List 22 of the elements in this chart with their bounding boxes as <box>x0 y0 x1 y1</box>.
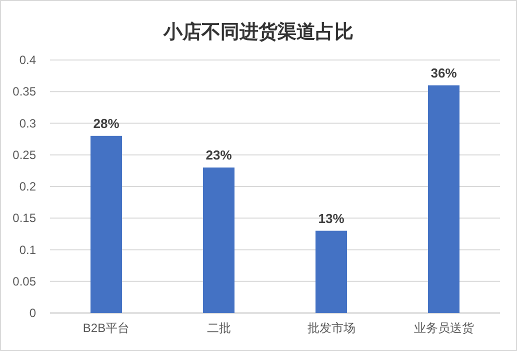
x-tick-label: B2B平台 <box>82 321 130 335</box>
bar <box>203 168 234 313</box>
y-tick-label: 0.1 <box>19 242 36 257</box>
y-tick-label: 0.05 <box>12 274 36 288</box>
chart-title: 小店不同进货渠道占比 <box>162 21 354 43</box>
bar <box>90 136 122 313</box>
y-tick-label: 0 <box>29 306 36 320</box>
y-tick-label: 0.15 <box>12 211 36 226</box>
data-label: 28% <box>93 116 120 131</box>
data-label: 23% <box>206 148 232 163</box>
y-tick-label: 0.4 <box>19 53 36 67</box>
y-tick-label: 0.3 <box>19 116 36 130</box>
x-tick-label: 二批 <box>206 321 231 335</box>
data-label: 13% <box>318 210 345 226</box>
y-tick-label: 0.25 <box>12 148 36 162</box>
bar <box>428 85 460 313</box>
x-tick-label: 批发市场 <box>307 321 356 335</box>
y-tick-label: 0.35 <box>12 84 36 99</box>
y-tick-label: 0.2 <box>19 180 36 194</box>
x-tick-label: 业务员送货 <box>414 321 474 335</box>
bar <box>316 230 347 313</box>
data-label: 36% <box>430 65 458 80</box>
